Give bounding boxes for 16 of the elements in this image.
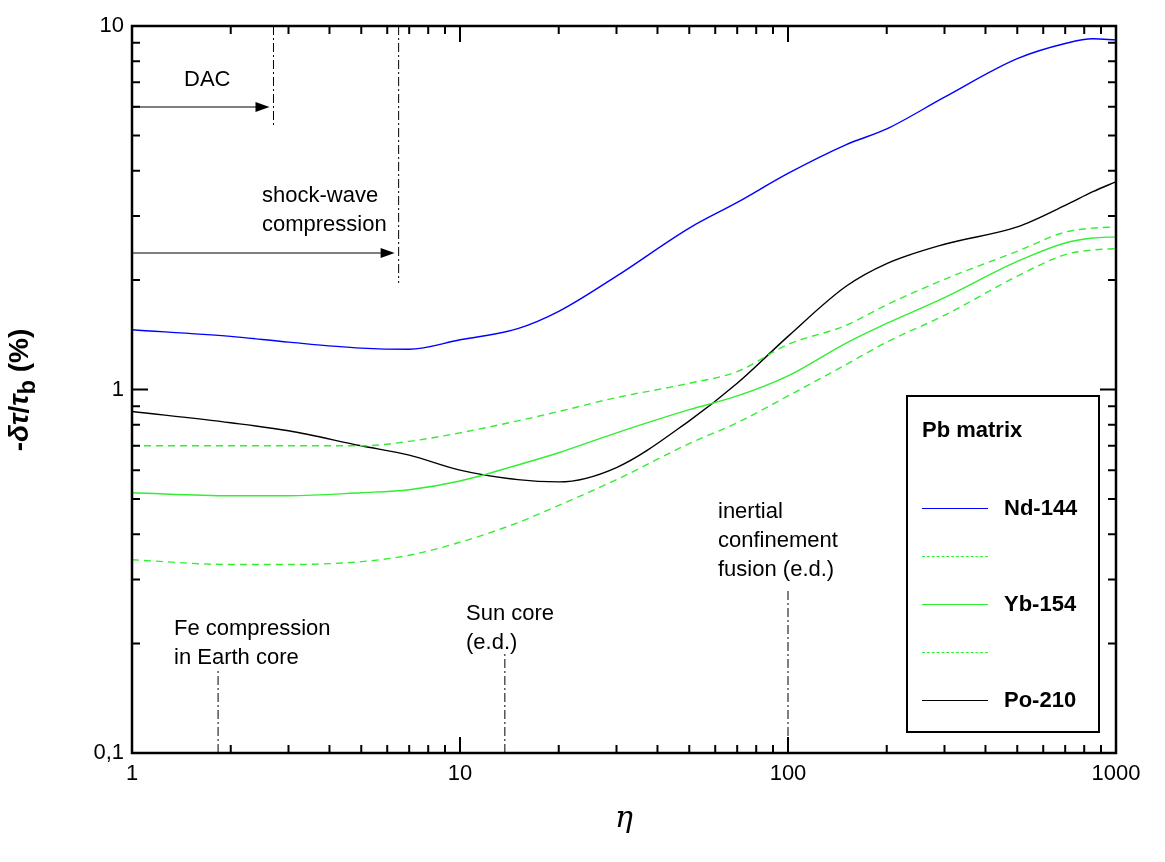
x-tick-label: 100 [769, 760, 807, 786]
legend-title: Pb matrix [922, 417, 1023, 443]
ref-line-label: DAC [184, 65, 232, 93]
legend-label: Nd-144 [1004, 495, 1078, 521]
legend-label: Po-210 [1004, 687, 1077, 713]
x-axis-title: η [615, 799, 633, 834]
x-tick-label: 10 [447, 760, 473, 786]
ref-line-label: inertial confinement fusion (e.d.) [718, 497, 839, 583]
ref-line-label: Sun core (e.d.) [466, 599, 556, 656]
y-tick-label: 10 [99, 12, 124, 38]
y-tick-label: 0,1 [93, 739, 124, 765]
ref-line-label: shock-wave compression [262, 181, 388, 238]
x-tick-label: 1000 [1091, 760, 1141, 786]
ref-line-label: Fe compression in Earth core [174, 614, 332, 671]
y-tick-label: 1 [111, 375, 124, 401]
legend-label: Yb-154 [1004, 591, 1077, 617]
